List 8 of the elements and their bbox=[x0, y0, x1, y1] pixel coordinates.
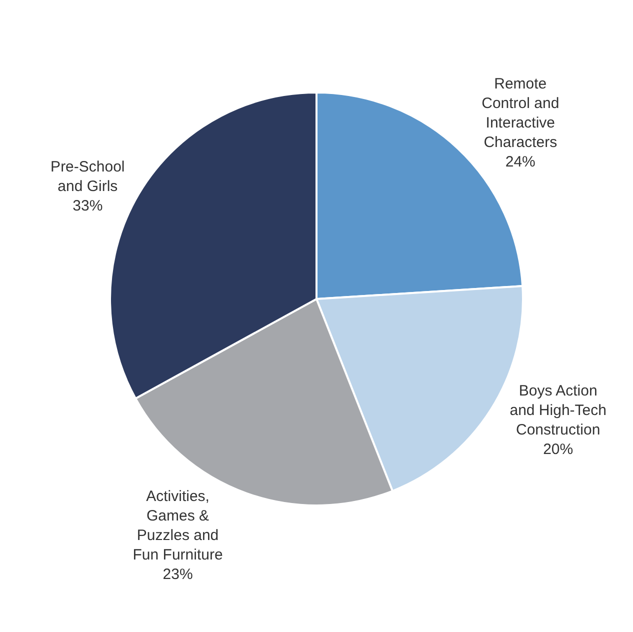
slice-label: Boys Action and High-Tech Construction bbox=[510, 382, 606, 439]
slice-label: Remote Control and Interactive Characters bbox=[482, 76, 560, 152]
data-label: 24% bbox=[505, 154, 536, 171]
data-label: 20% bbox=[543, 441, 574, 458]
slice-label: Pre-School and Girls bbox=[50, 158, 125, 196]
data-label: 23% bbox=[162, 566, 193, 583]
data-label: 33% bbox=[72, 198, 103, 215]
slice-label: Activities, Games & Puzzles and Fun Furniture bbox=[132, 488, 223, 564]
